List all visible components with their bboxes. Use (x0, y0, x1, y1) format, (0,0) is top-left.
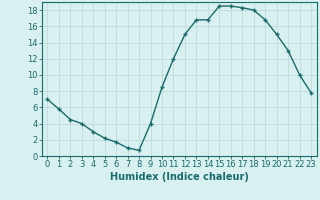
X-axis label: Humidex (Indice chaleur): Humidex (Indice chaleur) (110, 172, 249, 182)
